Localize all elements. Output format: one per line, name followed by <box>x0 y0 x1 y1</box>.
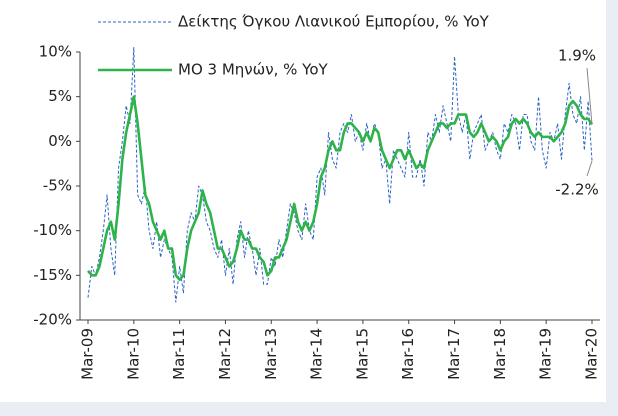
y-tick-label: 0% <box>48 132 72 150</box>
x-tick-label: Mar-12 <box>216 328 234 380</box>
y-tick-label: 5% <box>48 87 72 105</box>
x-tick-label: Mar-20 <box>583 328 601 380</box>
series-line <box>87 95 594 282</box>
legend-label: ΜΟ 3 Μηνών, % YoY <box>178 61 329 79</box>
y-tick-label: -10% <box>33 221 72 239</box>
x-tick-label: Mar-14 <box>308 328 326 380</box>
annotation-leader <box>586 67 593 125</box>
x-tick-label: Mar-11 <box>170 328 188 380</box>
x-tick-label: Mar-10 <box>124 328 142 380</box>
x-tick-label: Mar-09 <box>79 328 97 380</box>
annotation: 1.9% <box>558 47 596 65</box>
x-tick-label: Mar-15 <box>353 328 371 380</box>
y-tick-label: 10% <box>39 43 72 61</box>
annotation-leader <box>586 160 593 177</box>
x-tick-label: Mar-13 <box>262 328 280 380</box>
y-tick-label: -5% <box>43 177 72 195</box>
annotation: -2.2% <box>555 181 599 199</box>
x-tick-label: Mar-17 <box>445 328 463 380</box>
legend-label: Δείκτης Όγκου Λιανικού Εμπορίου, % YoY <box>178 13 490 31</box>
y-tick-label: -20% <box>33 311 72 329</box>
x-tick-label: Mar-18 <box>491 328 509 380</box>
chart-background <box>0 0 606 402</box>
y-tick-label: -15% <box>33 266 72 284</box>
x-tick-label: Mar-16 <box>399 328 417 380</box>
x-tick-label: Mar-19 <box>537 328 555 380</box>
